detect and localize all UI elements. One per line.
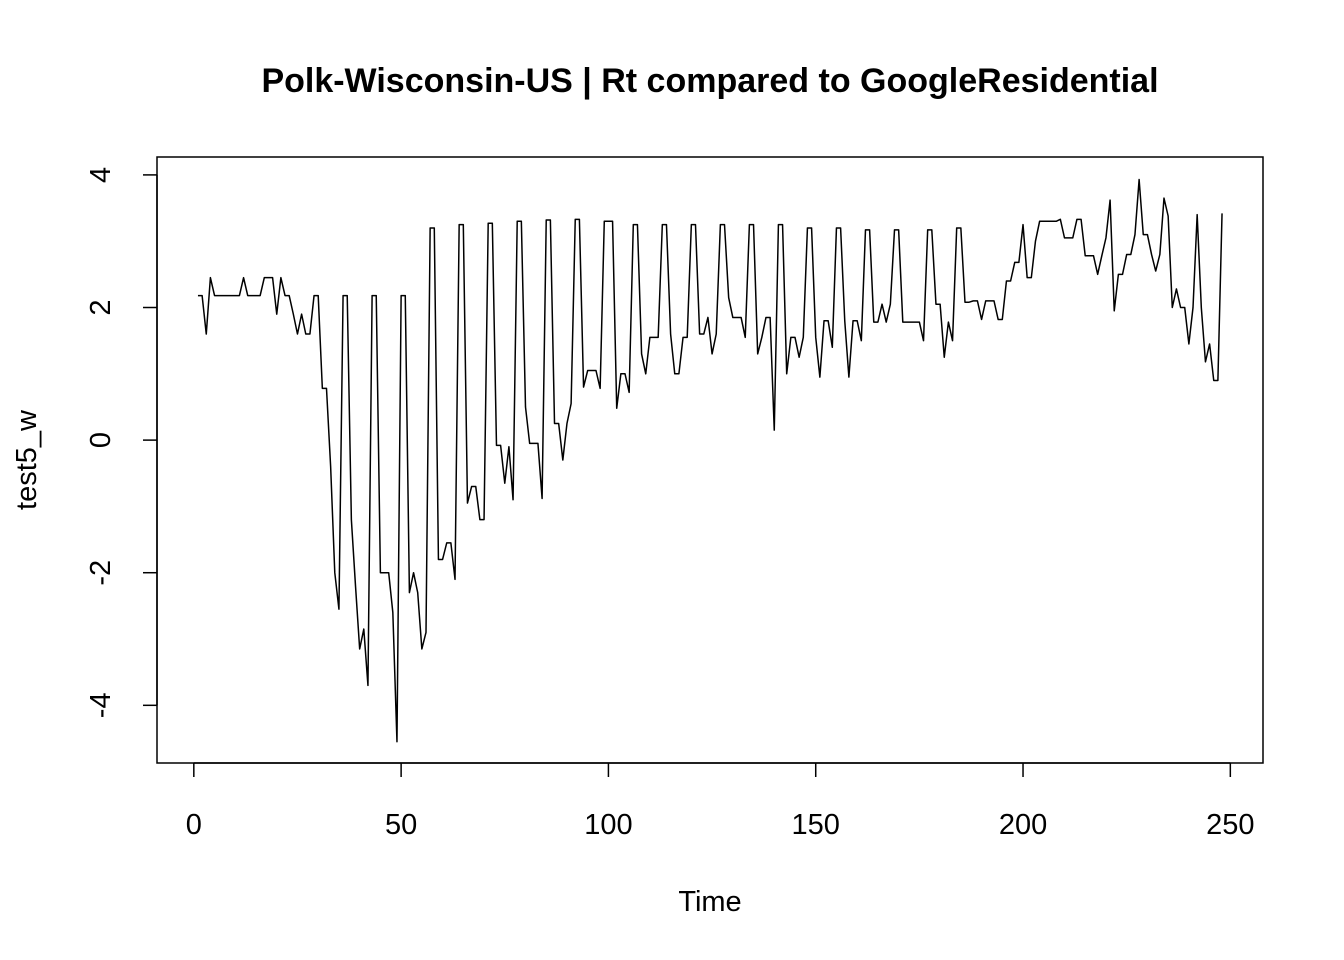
y-tick-label: 0 [85,432,117,448]
x-tick-label: 200 [999,809,1047,841]
x-tick-label: 150 [792,809,840,841]
y-tick-label: 2 [85,299,117,315]
chart-title: Polk-Wisconsin-US | Rt compared to Googl… [261,62,1158,100]
y-tick-label: -4 [85,692,117,718]
x-tick-label: 250 [1206,809,1254,841]
y-axis-label: test5_w [11,409,43,510]
x-axis-label: Time [678,886,741,918]
plot-box [156,156,1264,764]
x-tick-label: 50 [385,809,417,841]
y-tick-label: -2 [85,560,117,586]
x-tick-label: 100 [584,809,632,841]
series-line [197,178,1223,743]
x-tick-label: 0 [186,809,202,841]
y-tick-label: 4 [85,167,117,183]
